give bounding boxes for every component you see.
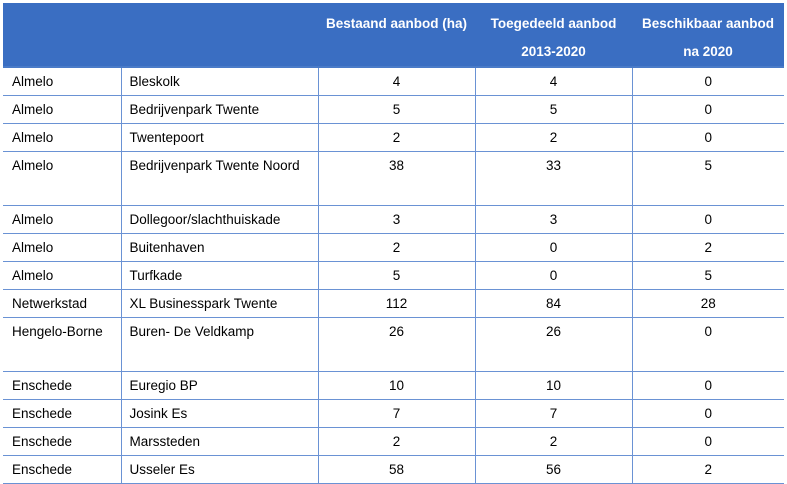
table-row: Almelo Buitenhaven 2 0 2 — [3, 233, 784, 262]
table-row: Almelo Bedrijvenpark Twente Noord 38 33 … — [3, 151, 784, 206]
cell-gemeente: Enschede — [3, 399, 121, 428]
aanbod-table: Bestaand aanbod (ha) Toegedeeld aanbod 2… — [3, 3, 784, 484]
table-row: Netwerkstad XL Businesspark Twente 112 8… — [3, 289, 784, 318]
cell-locatie: Marssteden — [120, 427, 318, 456]
cell-bestaand: 7 — [317, 399, 475, 428]
cell-gemeente: Hengelo-Borne — [3, 317, 121, 372]
table-row: Hengelo-Borne Buren- De Veldkamp 26 26 0 — [3, 317, 784, 372]
cell-beschikbaar: 28 — [631, 289, 784, 318]
cell-toegedeeld: 3 — [474, 205, 632, 234]
cell-gemeente: Enschede — [3, 427, 121, 456]
cell-gemeente: Almelo — [3, 123, 121, 152]
cell-toegedeeld: 7 — [474, 399, 632, 428]
table-row: Almelo Bedrijvenpark Twente 5 5 0 — [3, 95, 784, 124]
cell-bestaand: 5 — [317, 261, 475, 290]
cell-bestaand: 58 — [317, 455, 475, 484]
cell-bestaand: 3 — [317, 205, 475, 234]
cell-beschikbaar: 0 — [631, 427, 784, 456]
cell-gemeente: Almelo — [3, 151, 121, 206]
cell-beschikbaar: 5 — [631, 261, 784, 290]
header-toegedeeld-aanbod: Toegedeeld aanbod 2013-2020 — [475, 3, 632, 68]
cell-gemeente: Almelo — [3, 67, 121, 96]
cell-beschikbaar: 0 — [631, 95, 784, 124]
table-row: Almelo Bleskolk 4 4 0 — [3, 67, 784, 96]
header-locatie — [121, 3, 318, 68]
cell-toegedeeld: 2 — [474, 427, 632, 456]
cell-bestaand: 4 — [317, 67, 475, 96]
cell-locatie: Dollegoor/slachthuiskade — [120, 205, 318, 234]
cell-locatie: Bleskolk — [120, 67, 318, 96]
cell-toegedeeld: 2 — [474, 123, 632, 152]
cell-locatie: Buren- De Veldkamp — [120, 317, 318, 372]
cell-bestaand: 2 — [317, 233, 475, 262]
cell-bestaand: 2 — [317, 427, 475, 456]
cell-beschikbaar: 0 — [631, 67, 784, 96]
cell-bestaand: 112 — [317, 289, 475, 318]
cell-bestaand: 38 — [317, 151, 475, 206]
cell-beschikbaar: 0 — [631, 317, 784, 372]
cell-bestaand: 10 — [317, 371, 475, 400]
cell-gemeente: Almelo — [3, 261, 121, 290]
cell-toegedeeld: 84 — [474, 289, 632, 318]
cell-locatie: Turfkade — [120, 261, 318, 290]
cell-toegedeeld: 33 — [474, 151, 632, 206]
cell-bestaand: 2 — [317, 123, 475, 152]
cell-locatie: Bedrijvenpark Twente — [120, 95, 318, 124]
cell-gemeente: Netwerkstad — [3, 289, 121, 318]
cell-gemeente: Enschede — [3, 455, 121, 484]
cell-toegedeeld: 56 — [474, 455, 632, 484]
cell-beschikbaar: 0 — [631, 399, 784, 428]
cell-beschikbaar: 0 — [631, 205, 784, 234]
table-row: Enschede Josink Es 7 7 0 — [3, 399, 784, 428]
header-beschikbaar-aanbod: Beschikbaar aanbod na 2020 — [632, 3, 784, 68]
cell-gemeente: Almelo — [3, 95, 121, 124]
cell-toegedeeld: 4 — [474, 67, 632, 96]
cell-toegedeeld: 26 — [474, 317, 632, 372]
table-row: Enschede Marssteden 2 2 0 — [3, 427, 784, 456]
cell-locatie: Bedrijvenpark Twente Noord — [120, 151, 318, 206]
cell-gemeente: Almelo — [3, 233, 121, 262]
table-row: Almelo Turfkade 5 0 5 — [3, 261, 784, 290]
cell-beschikbaar: 0 — [631, 123, 784, 152]
cell-locatie: XL Businesspark Twente — [120, 289, 318, 318]
cell-toegedeeld: 10 — [474, 371, 632, 400]
cell-locatie: Euregio BP — [120, 371, 318, 400]
cell-toegedeeld: 5 — [474, 95, 632, 124]
cell-beschikbaar: 5 — [631, 151, 784, 206]
cell-bestaand: 26 — [317, 317, 475, 372]
cell-toegedeeld: 0 — [474, 233, 632, 262]
cell-locatie: Josink Es — [120, 399, 318, 428]
header-bestaand-aanbod: Bestaand aanbod (ha) — [318, 3, 475, 68]
cell-beschikbaar: 0 — [631, 371, 784, 400]
table-row: Almelo Dollegoor/slachthuiskade 3 3 0 — [3, 205, 784, 234]
cell-gemeente: Enschede — [3, 371, 121, 400]
table-header-row: Bestaand aanbod (ha) Toegedeeld aanbod 2… — [3, 3, 784, 68]
cell-beschikbaar: 2 — [631, 233, 784, 262]
cell-gemeente: Almelo — [3, 205, 121, 234]
cell-bestaand: 5 — [317, 95, 475, 124]
table-row: Enschede Usseler Es 58 56 2 — [3, 455, 784, 484]
table-row: Almelo Twentepoort 2 2 0 — [3, 123, 784, 152]
cell-beschikbaar: 2 — [631, 455, 784, 484]
cell-toegedeeld: 0 — [474, 261, 632, 290]
table-row: Enschede Euregio BP 10 10 0 — [3, 371, 784, 400]
header-gemeente — [3, 3, 121, 68]
cell-locatie: Usseler Es — [120, 455, 318, 484]
cell-locatie: Twentepoort — [120, 123, 318, 152]
cell-locatie: Buitenhaven — [120, 233, 318, 262]
